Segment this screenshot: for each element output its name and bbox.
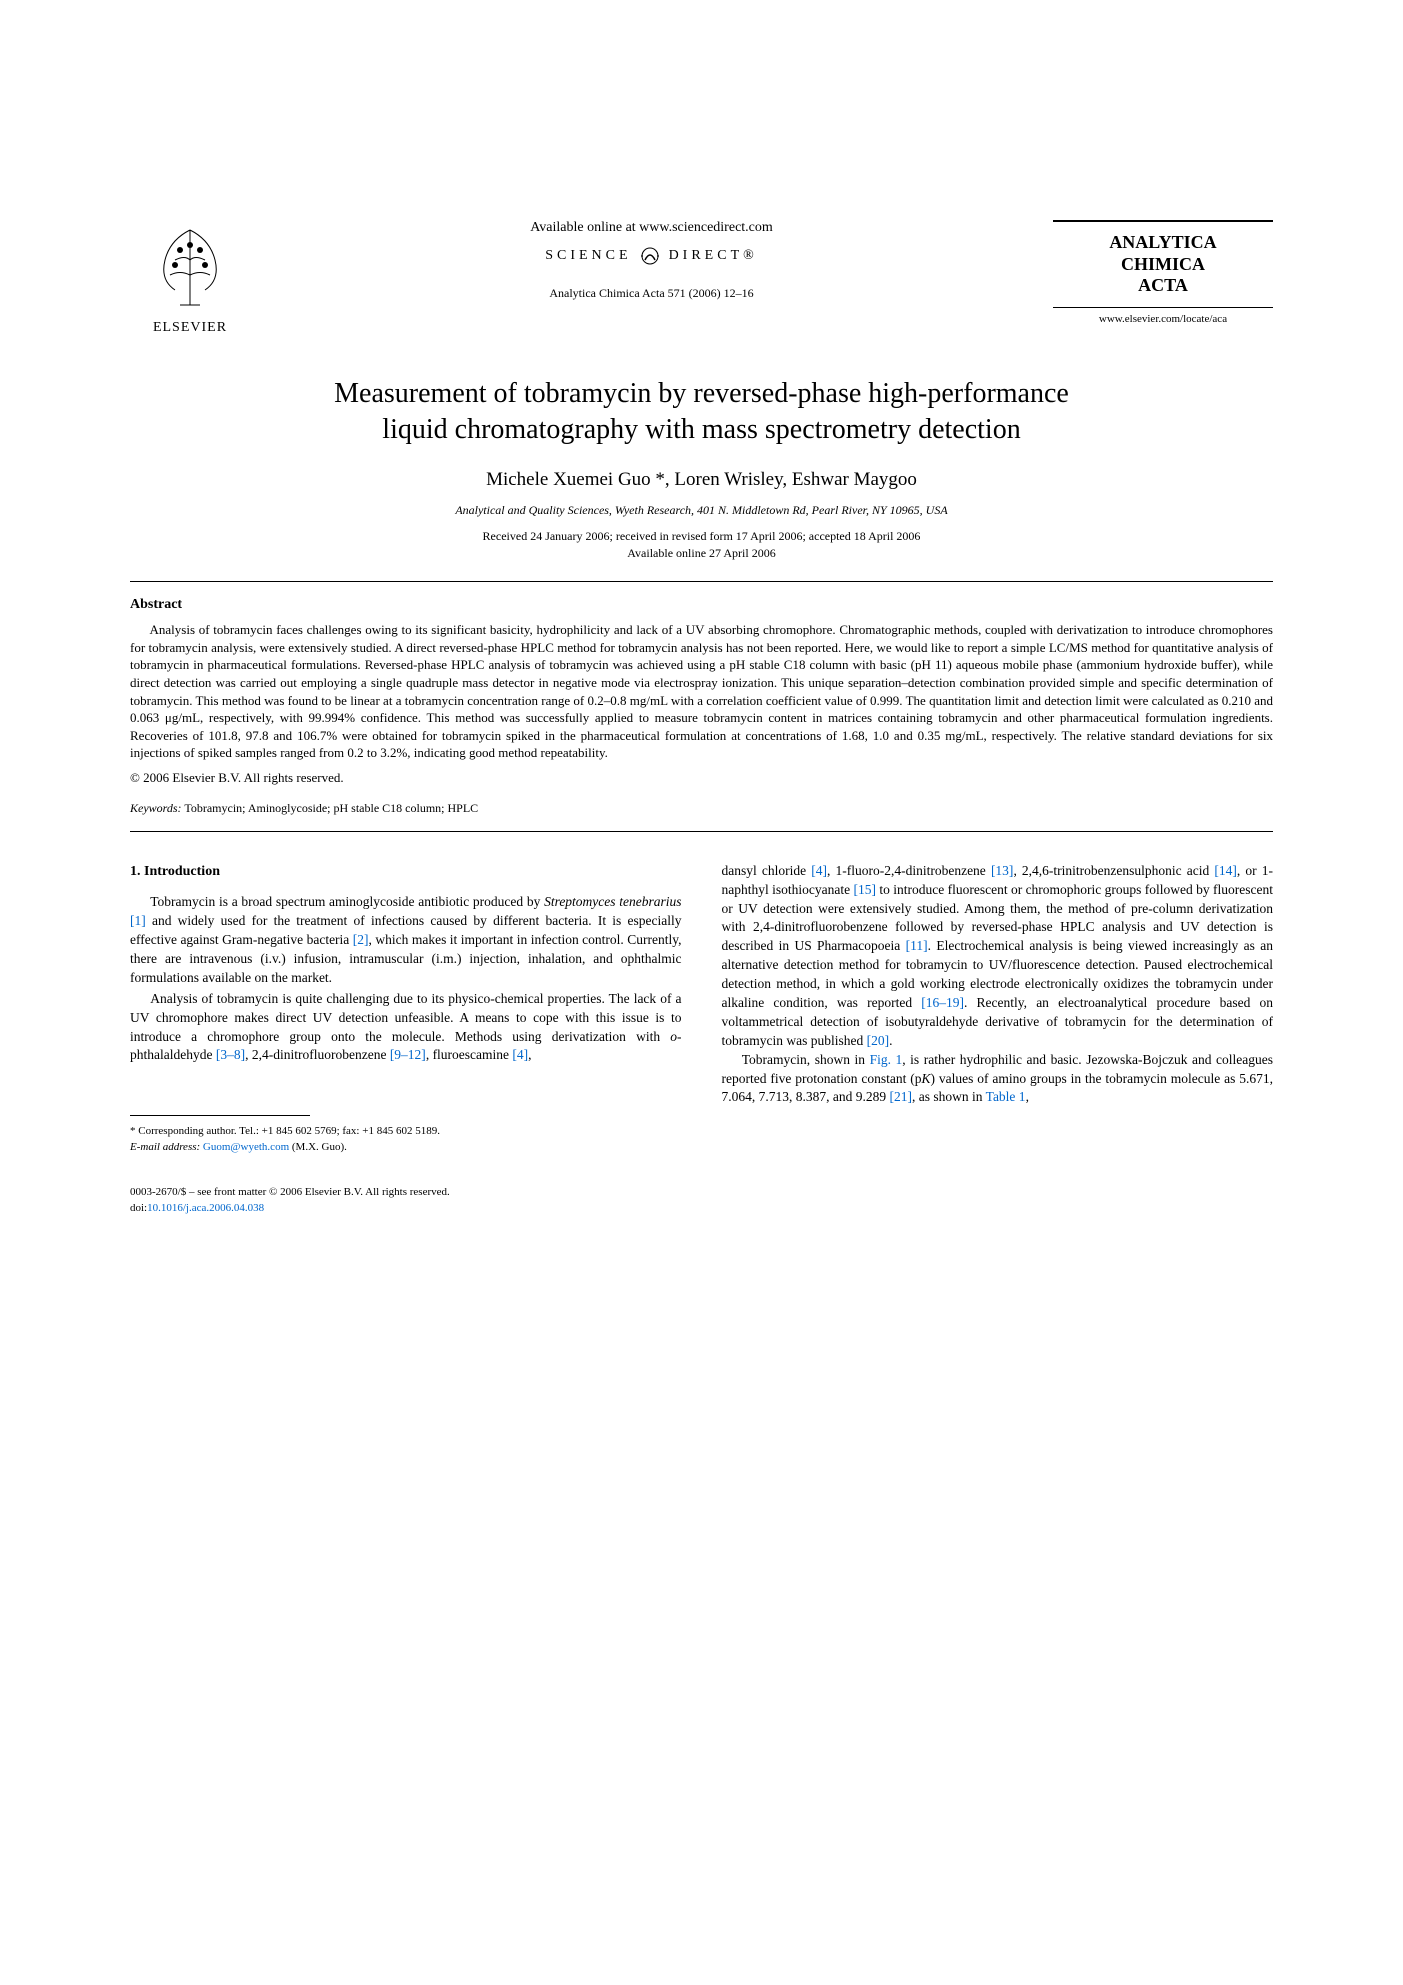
- doi-link[interactable]: 10.1016/j.aca.2006.04.038: [147, 1202, 264, 1214]
- journal-box: ANALYTICA CHIMICA ACTA www.elsevier.com/…: [1053, 220, 1273, 325]
- section-1-heading: 1. Introduction: [130, 862, 682, 882]
- journal-name-1: ANALYTICA: [1053, 232, 1273, 254]
- ref-20[interactable]: [20]: [867, 1033, 890, 1048]
- elsevier-tree-icon: [150, 220, 230, 310]
- copyright: © 2006 Elsevier B.V. All rights reserved…: [130, 770, 1273, 786]
- ref-4a[interactable]: [4]: [512, 1047, 528, 1062]
- footnote-block: * Corresponding author. Tel.: +1 845 602…: [130, 1124, 682, 1155]
- bottom-info: 0003-2670/$ – see front matter © 2006 El…: [130, 1185, 682, 1216]
- affiliation: Analytical and Quality Sciences, Wyeth R…: [130, 503, 1273, 518]
- keywords-text: Tobramycin; Aminoglycoside; pH stable C1…: [184, 801, 478, 815]
- ref-3-8[interactable]: [3–8]: [216, 1047, 245, 1062]
- article-title: Measurement of tobramycin by reversed-ph…: [130, 376, 1273, 449]
- ref-13[interactable]: [13]: [991, 863, 1014, 878]
- column-left: 1. Introduction Tobramycin is a broad sp…: [130, 862, 682, 1216]
- journal-name-2: CHIMICA: [1053, 254, 1273, 276]
- column-right: dansyl chloride [4], 1-fluoro-2,4-dinitr…: [722, 862, 1274, 1216]
- elsevier-label: ELSEVIER: [130, 320, 250, 336]
- ref-9-12[interactable]: [9–12]: [390, 1047, 426, 1062]
- header-row: ELSEVIER Available online at www.science…: [130, 220, 1273, 336]
- abstract-text: Analysis of tobramycin faces challenges …: [130, 621, 1273, 761]
- footnote-separator: [130, 1115, 310, 1116]
- ref-14[interactable]: [14]: [1214, 863, 1237, 878]
- ref-2[interactable]: [2]: [353, 932, 369, 947]
- email-label: E-mail address:: [130, 1141, 200, 1153]
- abstract-heading: Abstract: [130, 597, 1273, 613]
- journal-url: www.elsevier.com/locate/aca: [1053, 313, 1273, 325]
- ref-15[interactable]: [15]: [853, 882, 876, 897]
- divider-2: [130, 831, 1273, 832]
- ref-21[interactable]: [21]: [890, 1089, 913, 1104]
- col2-para-1: dansyl chloride [4], 1-fluoro-2,4-dinitr…: [722, 862, 1274, 1051]
- intro-para-1: Tobramycin is a broad spectrum aminoglyc…: [130, 893, 682, 987]
- title-line-2: liquid chromatography with mass spectrom…: [382, 414, 1020, 445]
- sciencedirect-icon: [635, 246, 665, 266]
- center-header: Available online at www.sciencedirect.co…: [250, 220, 1053, 301]
- species-name: Streptomyces tenebrarius: [544, 894, 681, 909]
- keywords: Keywords: Tobramycin; Aminoglycoside; pH…: [130, 801, 1273, 816]
- body-columns: 1. Introduction Tobramycin is a broad sp…: [130, 862, 1273, 1216]
- dates-line-1: Received 24 January 2006; received in re…: [483, 529, 921, 543]
- sd-text-1: SCIENCE: [545, 248, 631, 263]
- email-line: E-mail address: Guom@wyeth.com (M.X. Guo…: [130, 1140, 682, 1155]
- article-dates: Received 24 January 2006; received in re…: [130, 528, 1273, 562]
- elsevier-logo-block: ELSEVIER: [130, 220, 250, 336]
- intro-para-2: Analysis of tobramycin is quite challeng…: [130, 990, 682, 1066]
- email-suffix: (M.X. Guo).: [289, 1141, 347, 1153]
- table-1-link[interactable]: Table 1: [986, 1089, 1026, 1104]
- dates-line-2: Available online 27 April 2006: [627, 546, 775, 560]
- corresponding-author: * Corresponding author. Tel.: +1 845 602…: [130, 1124, 682, 1139]
- title-line-1: Measurement of tobramycin by reversed-ph…: [334, 378, 1069, 409]
- ref-11[interactable]: [11]: [906, 938, 928, 953]
- journal-name-3: ACTA: [1053, 275, 1273, 297]
- divider-1: [130, 581, 1273, 582]
- journal-reference: Analytica Chimica Acta 571 (2006) 12–16: [270, 286, 1033, 301]
- col2-para-2: Tobramycin, shown in Fig. 1, is rather h…: [722, 1051, 1274, 1108]
- issn-line: 0003-2670/$ – see front matter © 2006 El…: [130, 1185, 682, 1200]
- available-online-text: Available online at www.sciencedirect.co…: [270, 220, 1033, 236]
- abstract-body: Analysis of tobramycin faces challenges …: [130, 622, 1273, 760]
- keywords-label: Keywords:: [130, 801, 182, 815]
- ref-4b[interactable]: [4]: [811, 863, 827, 878]
- doi-line: doi:10.1016/j.aca.2006.04.038: [130, 1201, 682, 1216]
- sciencedirect-logo: SCIENCE DIRECT®: [270, 246, 1033, 266]
- ref-1[interactable]: [1]: [130, 913, 146, 928]
- ref-16-19[interactable]: [16–19]: [921, 995, 964, 1010]
- email-address[interactable]: Guom@wyeth.com: [203, 1141, 289, 1153]
- journal-box-inner: ANALYTICA CHIMICA ACTA: [1053, 220, 1273, 308]
- authors: Michele Xuemei Guo *, Loren Wrisley, Esh…: [130, 469, 1273, 491]
- sd-text-2: DIRECT®: [669, 248, 758, 263]
- fig-1-link[interactable]: Fig. 1: [870, 1052, 903, 1067]
